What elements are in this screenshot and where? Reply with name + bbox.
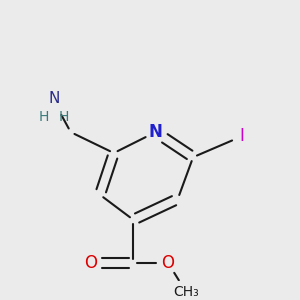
Text: CH₃: CH₃: [173, 285, 199, 299]
Text: H: H: [58, 110, 69, 124]
Text: I: I: [239, 127, 244, 145]
Text: H: H: [39, 110, 50, 124]
Text: O: O: [84, 254, 97, 272]
Text: N: N: [148, 123, 163, 141]
Text: N: N: [48, 91, 60, 106]
Text: O: O: [162, 254, 175, 272]
